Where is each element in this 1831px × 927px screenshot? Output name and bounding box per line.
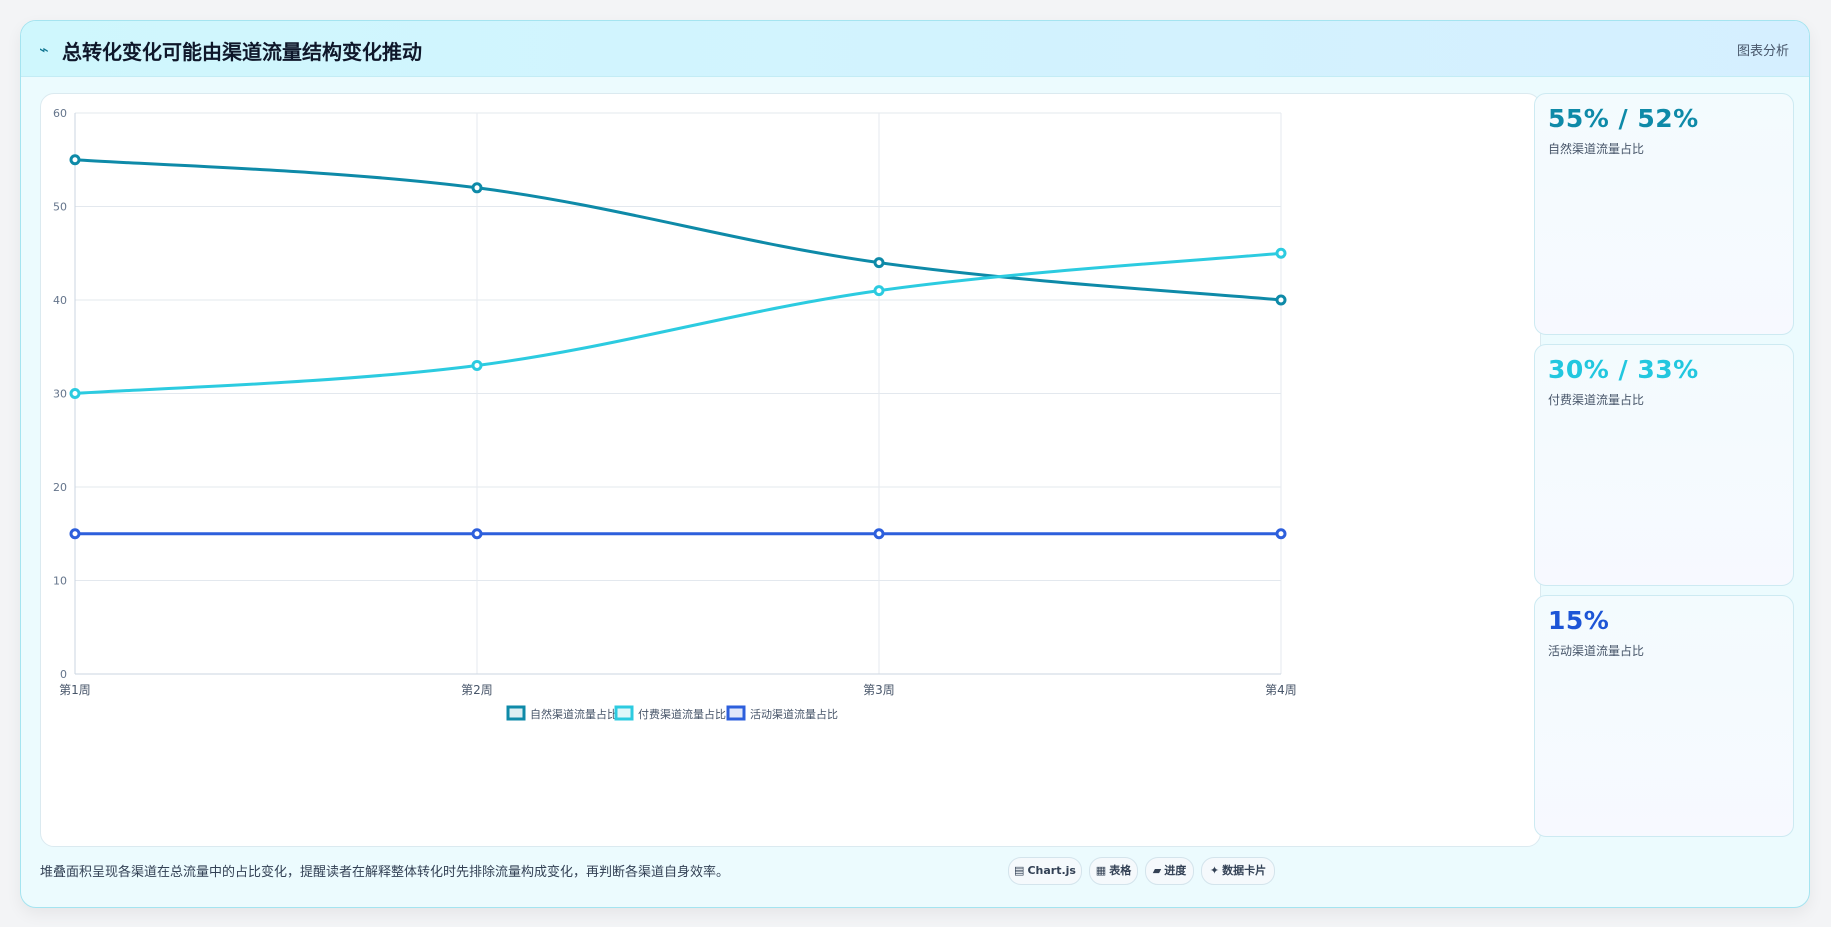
y-tick-label: 40 xyxy=(53,294,67,307)
legend-label: 自然渠道流量占比 xyxy=(530,707,618,721)
y-tick-label: 50 xyxy=(53,201,67,214)
stat-card-label: 付费渠道流量占比 xyxy=(1548,393,1645,407)
trend-arrow-icon: ⌁ xyxy=(39,40,49,59)
stat-card-label: 自然渠道流量占比 xyxy=(1548,142,1645,156)
chart-icon: ▤ xyxy=(1014,864,1025,877)
tag-table[interactable]: ▦ 表格 xyxy=(1089,857,1138,885)
x-tick-label: 第1周 xyxy=(59,683,91,697)
data-point xyxy=(1275,294,1287,306)
data-point xyxy=(873,528,885,540)
tag-label: 数据卡片 xyxy=(1222,864,1267,877)
legend-label: 活动渠道流量占比 xyxy=(750,707,838,721)
chart-container: 0 10 20 30 40 50 60 第1周 第2周 第3周 第4周自然渠道流量占比 付费渠道流量占… xyxy=(40,93,1541,847)
table-icon: ▦ xyxy=(1095,864,1107,877)
tag-label: Chart.js xyxy=(1027,864,1076,877)
tag-label: 进度 xyxy=(1164,864,1187,877)
stat-card-value: 15% xyxy=(1548,606,1610,635)
legend-swatch xyxy=(614,705,634,721)
stat-card-label: 活动渠道流量占比 xyxy=(1548,644,1645,658)
stat-card-paid: 30% / 33% 付费渠道流量占比 xyxy=(1534,344,1794,586)
card-icon: ✦ xyxy=(1209,864,1220,877)
tag-data-card[interactable]: ✦ 数据卡片 xyxy=(1201,857,1275,885)
data-point xyxy=(471,182,483,194)
x-tick-label: 第4周 xyxy=(1265,683,1297,697)
tag-label: 表格 xyxy=(1109,864,1132,877)
legend-swatch xyxy=(726,705,746,721)
stat-card-natural: 55% / 52% 自然渠道流量占比 xyxy=(1534,93,1794,335)
chart-panel: ⌁ 总转化变化可能由渠道流量结构变化推动 图表分析 0 10 20 30 40 50 60 第… xyxy=(20,20,1810,908)
data-point xyxy=(1275,247,1287,259)
data-point xyxy=(471,359,483,371)
data-point xyxy=(69,528,81,540)
data-point xyxy=(873,257,885,269)
tag-progress[interactable]: ▰ 进度 xyxy=(1145,857,1194,885)
legend-swatch xyxy=(506,705,526,721)
page-title: 总转化变化可能由渠道流量结构变化推动 xyxy=(62,40,422,64)
tag-chartjs[interactable]: ▤ Chart.js xyxy=(1008,857,1082,885)
stat-card-value: 30% / 33% xyxy=(1548,355,1699,384)
y-tick-label: 30 xyxy=(53,388,67,401)
y-tick-label: 20 xyxy=(53,481,67,494)
data-point xyxy=(1275,528,1287,540)
x-tick-label: 第3周 xyxy=(863,683,895,697)
stat-card-campaign: 15% 活动渠道流量占比 xyxy=(1534,595,1794,837)
stat-card-value: 55% / 52% xyxy=(1548,104,1699,133)
data-point xyxy=(471,528,483,540)
data-point xyxy=(873,285,885,297)
series-line-1 xyxy=(74,251,1282,395)
progress-icon: ▰ xyxy=(1152,864,1162,877)
y-tick-label: 10 xyxy=(53,575,67,588)
data-point xyxy=(69,154,81,166)
legend-label: 付费渠道流量占比 xyxy=(638,707,726,721)
y-tick-label: 60 xyxy=(53,107,67,120)
y-tick-label: 0 xyxy=(60,668,67,681)
chart-analysis-label: 图表分析 xyxy=(1736,44,1789,59)
series-line-0 xyxy=(74,158,1282,302)
panel-header: ⌁ 总转化变化可能由渠道流量结构变化推动 图表分析 xyxy=(21,21,1809,77)
x-tick-label: 第2周 xyxy=(461,683,493,697)
data-point xyxy=(69,388,81,399)
chart-description: 堆叠面积呈现各渠道在总流量中的占比变化，提醒读者在解释整体转化时先排除流量构成变… xyxy=(40,865,730,880)
